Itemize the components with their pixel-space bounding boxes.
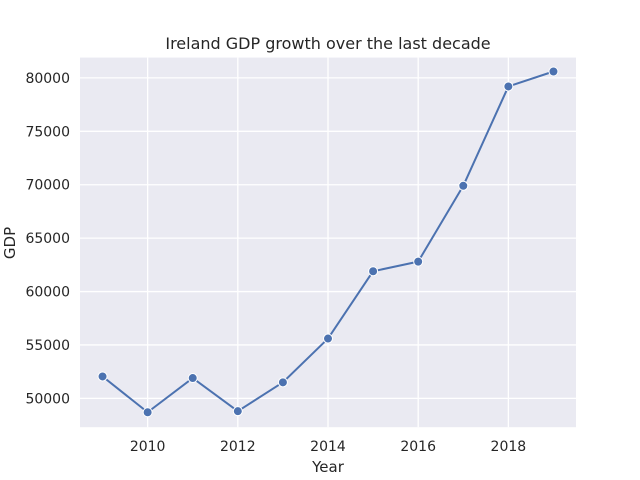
y-tick-label: 70000	[25, 178, 70, 194]
y-tick-label: 80000	[25, 71, 70, 87]
data-point	[97, 371, 108, 382]
x-axis-label: Year	[311, 458, 345, 476]
x-tick-label: 2016	[400, 439, 436, 455]
y-tick-label: 55000	[25, 338, 70, 354]
y-tick-label: 50000	[25, 391, 70, 407]
y-axis-label: GDP	[1, 227, 19, 259]
data-point	[503, 81, 514, 92]
data-point	[142, 407, 153, 418]
x-gridlines	[146, 57, 510, 428]
x-tick-label: 2014	[310, 439, 346, 455]
y-gridlines	[80, 77, 576, 400]
x-tick-label: 2012	[220, 439, 256, 455]
data-point	[368, 266, 379, 277]
x-tick-label: 2010	[130, 439, 166, 455]
y-tick-label: 75000	[25, 124, 70, 140]
y-tick-labels: 50000 55000 60000 65000 70000 75000 80000	[25, 71, 70, 407]
x-tick-label: 2018	[491, 439, 527, 455]
chart-title: Ireland GDP growth over the last decade	[165, 34, 490, 53]
data-point	[458, 180, 469, 191]
y-tick-label: 60000	[25, 285, 70, 301]
series-layer	[97, 66, 559, 418]
data-point	[232, 406, 243, 417]
y-tick-label: 65000	[25, 231, 70, 247]
data-point	[187, 373, 198, 384]
data-point	[277, 377, 288, 388]
data-point	[548, 66, 559, 77]
data-point	[323, 333, 333, 344]
x-tick-labels: 2010 2012 2014 2016 2018	[130, 439, 526, 455]
data-point	[413, 256, 424, 267]
